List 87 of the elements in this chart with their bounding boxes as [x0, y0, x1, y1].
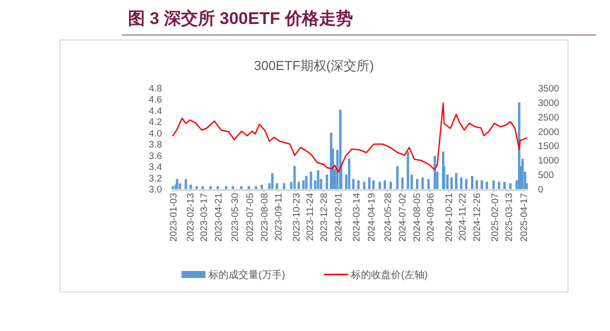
bar: [240, 186, 242, 189]
y2-tick-label: 3000: [538, 98, 560, 109]
bar: [406, 151, 410, 189]
x-tick-label: 2023-04-21: [214, 193, 225, 242]
bar: [460, 177, 462, 189]
bar: [293, 166, 296, 189]
y2-tick-label: 2500: [538, 112, 560, 124]
x-tick-label: 2024-11-22: [458, 193, 469, 241]
x-tick-label: 2023-03-17: [198, 193, 210, 242]
bar: [509, 183, 512, 189]
y-tick-label: 4.0: [148, 128, 162, 140]
bar: [184, 178, 188, 189]
y-tick-label: 3.4: [148, 162, 162, 174]
y2-tick-label: 500: [538, 170, 554, 182]
bar: [368, 177, 371, 189]
bar: [232, 186, 234, 189]
y2-tick-label: 3500: [538, 84, 560, 94]
bar: [305, 176, 308, 189]
bar: [316, 170, 320, 189]
bar: [224, 186, 228, 189]
bar: [378, 182, 382, 189]
y-tick-label: 4.6: [148, 94, 162, 106]
chart-subtitle: 300ETF期权(深交所): [254, 58, 374, 73]
bar: [416, 178, 418, 189]
x-tick-label: 2023-01-03: [168, 193, 180, 242]
bar: [209, 186, 212, 189]
x-tick-label: 2024-07-02: [398, 193, 409, 242]
bar: [421, 177, 424, 189]
x-tick-label: 2025-03-13: [504, 193, 516, 242]
legend-label: 标的成交量(万手): [208, 269, 286, 281]
y2-tick-label: 2000: [538, 126, 560, 138]
y-tick-label: 3.6: [148, 150, 162, 162]
x-tick-label: 2024-12-26: [472, 193, 483, 242]
bar: [196, 186, 198, 189]
chart-title: 图 3 深交所 300ETF 价格走势: [128, 9, 353, 28]
bar: [348, 158, 350, 189]
bar: [384, 180, 386, 189]
x-tick-label: 2023-12-28: [319, 193, 330, 242]
bar: [480, 180, 484, 189]
x-tick-label: 2024-09-06: [425, 193, 436, 242]
bar: [190, 184, 192, 189]
bar: [282, 183, 286, 189]
y2-tick-label: 0: [538, 184, 544, 196]
x-tick-label: 2023-02-13: [186, 193, 197, 242]
x-tick-label: 2024-05-28: [382, 193, 394, 242]
bar: [455, 173, 458, 189]
bar: [486, 182, 488, 189]
x-tick-label: 2024-10-21: [444, 193, 456, 242]
bar: [201, 186, 204, 189]
y-tick-label: 3.0: [148, 184, 162, 196]
x-tick-label: 2024-08-05: [412, 193, 423, 242]
x-tick-label: 2023-05-30: [230, 193, 242, 242]
bar: [450, 177, 453, 189]
bar: [216, 186, 219, 189]
x-tick-label: 2024-03-14: [351, 193, 362, 242]
bar: [390, 182, 392, 189]
x-tick-label: 2024-02-01: [334, 193, 345, 242]
x-tick-label: 2024-04-19: [366, 193, 378, 242]
x-tick-label: 2023-11-24: [304, 193, 316, 241]
bar: [271, 173, 274, 189]
legend-label: 标的收盘价(左轴): [350, 269, 428, 281]
x-tick-label: 2023-09-11: [274, 193, 285, 241]
bar: [326, 174, 328, 189]
x-tick-label: 2025-02-07: [490, 193, 501, 242]
bar: [465, 178, 468, 189]
bar: [434, 156, 436, 189]
bar: [470, 176, 474, 189]
y-tick-label: 3.2: [148, 173, 162, 184]
bar: [492, 180, 495, 189]
x-tick-label: 2025-04-17: [518, 193, 530, 242]
x-tick-label: 2023-10-23: [291, 193, 302, 242]
y2-tick-label: 1500: [538, 141, 560, 152]
bar: [357, 180, 360, 189]
bar: [172, 186, 174, 189]
y-tick-label: 3.8: [148, 140, 162, 151]
bar: [476, 180, 478, 189]
y2-tick-label: 1000: [538, 156, 560, 167]
bar: [396, 166, 399, 189]
x-tick-label: 2023-08-08: [259, 193, 270, 242]
x-tick-label: 2023-07-05: [245, 193, 256, 242]
bar: [302, 180, 305, 189]
bar: [248, 186, 250, 189]
y-tick-label: 4.2: [148, 117, 162, 128]
y-tick-label: 4.4: [148, 106, 162, 117]
bar: [363, 182, 366, 189]
bar: [260, 184, 264, 189]
y-tick-label: 4.8: [148, 84, 162, 94]
